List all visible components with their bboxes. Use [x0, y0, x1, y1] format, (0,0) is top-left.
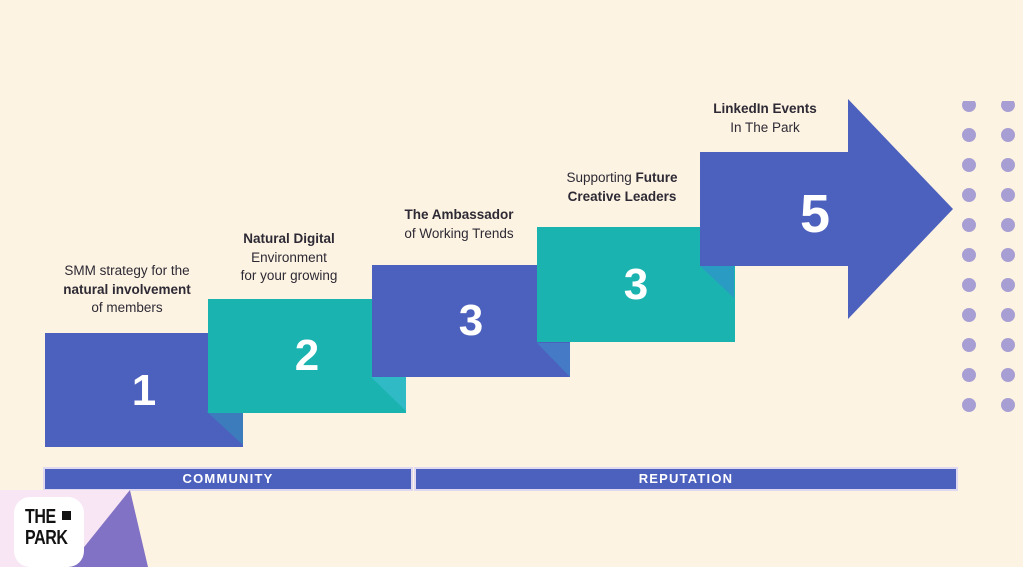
label-line: Supporting Future	[566, 170, 678, 185]
logo-text-line2: PARK	[25, 527, 68, 549]
label-line: for your growing	[240, 268, 338, 283]
step-4-number: 3	[623, 260, 649, 309]
logo-line-2: PARK	[25, 527, 84, 549]
step-5-label: LinkedIn Events In The Park	[655, 100, 875, 137]
dot	[962, 368, 976, 382]
dot	[1001, 128, 1015, 142]
dot	[1001, 248, 1015, 262]
dot	[962, 101, 976, 112]
logo-text-line1: THE	[25, 506, 56, 528]
dot	[962, 188, 976, 202]
dot	[1001, 101, 1015, 112]
step-1-number: 1	[131, 366, 157, 415]
logo-square-glyph	[61, 511, 71, 520]
label-line: The Ambassador	[404, 207, 514, 222]
step-3-number: 3	[458, 296, 484, 345]
dot-grid	[960, 101, 1022, 417]
dot	[1001, 218, 1015, 232]
reputation-bar: REPUTATION	[416, 469, 956, 489]
logo-card: THE PARK	[14, 497, 84, 567]
dot	[962, 278, 976, 292]
label-line: natural involvement	[63, 281, 191, 297]
label-line: In The Park	[730, 119, 800, 135]
step-3-label: The Ambassador of Working Trends	[349, 206, 569, 243]
dot	[962, 128, 976, 142]
step-1-label: SMM strategy for the natural involvement…	[17, 262, 237, 318]
step-2-number: 2	[294, 331, 320, 380]
dot	[1001, 368, 1015, 382]
dot	[962, 248, 976, 262]
label-line: Environment	[251, 249, 327, 265]
step-2-label: Natural Digital Environment for your gro…	[179, 230, 399, 286]
logo-line-1: THE	[25, 506, 84, 528]
dot	[1001, 398, 1015, 412]
dot	[962, 338, 976, 352]
label-line: of Working Trends	[404, 225, 514, 241]
dot	[1001, 158, 1015, 172]
dot	[1001, 338, 1015, 352]
dot	[1001, 308, 1015, 322]
community-bar: COMMUNITY	[45, 469, 411, 489]
dot	[962, 218, 976, 232]
label-line: LinkedIn Events	[713, 101, 817, 116]
dot	[962, 308, 976, 322]
label-line: of members	[91, 300, 163, 315]
label-line: SMM strategy for the	[64, 263, 190, 278]
label-line: Creative Leaders	[567, 188, 677, 204]
dot	[1001, 188, 1015, 202]
dot	[1001, 278, 1015, 292]
step-4-label: Supporting Future Creative Leaders	[512, 169, 732, 206]
dot	[962, 158, 976, 172]
arrow-body	[700, 152, 849, 266]
arrow-head	[848, 99, 953, 319]
dot	[962, 398, 976, 412]
step-5-number: 5	[799, 184, 831, 244]
label-line: Natural Digital	[243, 231, 335, 246]
